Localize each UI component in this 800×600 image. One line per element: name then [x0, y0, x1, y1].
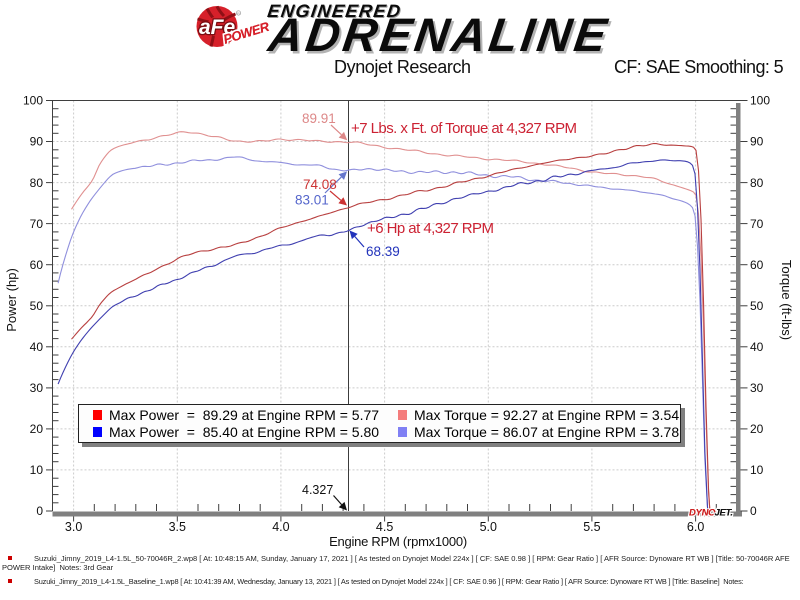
svg-text:3.5: 3.5	[169, 520, 186, 534]
svg-text:89.91: 89.91	[302, 111, 336, 126]
svg-text:70: 70	[30, 217, 44, 231]
svg-text:10: 10	[30, 463, 44, 477]
svg-text:5.5: 5.5	[583, 520, 600, 534]
svg-text:70: 70	[750, 217, 764, 231]
svg-text:4.5: 4.5	[376, 520, 393, 534]
svg-text:30: 30	[30, 381, 44, 395]
svg-text:DYNO: DYNO	[689, 508, 716, 519]
svg-text:80: 80	[30, 176, 44, 190]
svg-text:40: 40	[750, 340, 764, 354]
svg-text:40: 40	[30, 340, 44, 354]
svg-text:100: 100	[23, 94, 43, 108]
svg-text:Power (hp): Power (hp)	[4, 268, 19, 332]
svg-text:0: 0	[750, 504, 757, 518]
svg-text:R: R	[237, 11, 240, 16]
svg-text:+7 Lbs. x Ft. of Torque at 4,3: +7 Lbs. x Ft. of Torque at 4,327 RPM	[351, 120, 577, 137]
svg-text:4.327: 4.327	[302, 483, 333, 497]
svg-text:10: 10	[750, 463, 764, 477]
svg-text:Torque (ft-lbs): Torque (ft-lbs)	[779, 260, 794, 340]
svg-text:90: 90	[30, 135, 44, 149]
svg-text:Engine RPM (rpmx1000): Engine RPM (rpmx1000)	[329, 534, 467, 549]
svg-text:90: 90	[750, 135, 764, 149]
svg-text:60: 60	[750, 258, 764, 272]
svg-text:6.0: 6.0	[687, 520, 704, 534]
svg-text:50: 50	[30, 299, 44, 313]
svg-text:100: 100	[750, 94, 770, 108]
svg-text:+6 Hp at 4,327 RPM: +6 Hp at 4,327 RPM	[367, 220, 493, 237]
svg-text:JET.: JET.	[715, 508, 733, 519]
svg-text:74.08: 74.08	[303, 177, 337, 192]
svg-text:80: 80	[750, 176, 764, 190]
svg-text:30: 30	[750, 381, 764, 395]
svg-text:4.0: 4.0	[272, 520, 289, 534]
svg-text:JET.: JET.	[715, 508, 733, 519]
svg-text:20: 20	[750, 422, 764, 436]
svg-text:60: 60	[30, 258, 44, 272]
svg-text:5.0: 5.0	[480, 520, 497, 534]
svg-text:50: 50	[750, 299, 764, 313]
svg-text:aFe: aFe	[199, 16, 236, 39]
svg-text:0: 0	[36, 504, 43, 518]
svg-text:68.39: 68.39	[366, 244, 400, 259]
svg-text:20: 20	[30, 422, 44, 436]
svg-text:83.01: 83.01	[295, 193, 329, 208]
svg-text:3.0: 3.0	[65, 520, 82, 534]
svg-text:DYNO: DYNO	[689, 508, 716, 519]
